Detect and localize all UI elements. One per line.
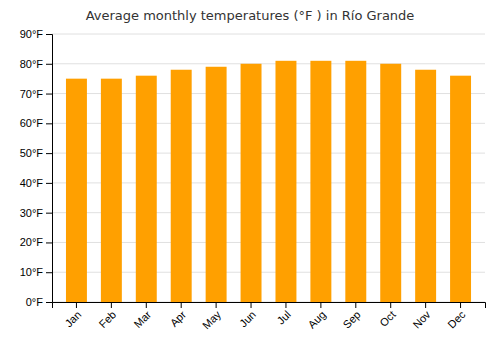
x-tick-mark xyxy=(181,302,182,308)
y-tick: 10°F xyxy=(20,266,52,278)
y-tick-label: 80°F xyxy=(20,58,44,70)
grid-line xyxy=(52,63,485,64)
x-tick: Mar xyxy=(131,302,153,330)
bar xyxy=(310,61,331,302)
x-tick-mark xyxy=(111,302,112,308)
chart: Jan Feb Mar Apr May Jun Jul Aug Sep Oct Nov Dec 0°F 1… xyxy=(0,0,500,350)
x-tick: Apr xyxy=(168,302,189,329)
grid-line xyxy=(52,34,485,35)
bars xyxy=(66,61,471,302)
x-tick-mark xyxy=(285,302,286,308)
bar xyxy=(241,64,262,302)
y-tick-label: 30°F xyxy=(20,207,44,219)
x-tick-mark xyxy=(460,302,461,308)
y-tick: 30°F xyxy=(20,207,52,219)
y-tick-label: 0°F xyxy=(26,296,44,308)
x-tick-label: May xyxy=(200,308,224,332)
y-tick-mark xyxy=(46,213,52,214)
x-tick-mark xyxy=(390,302,391,308)
bar xyxy=(206,67,227,302)
y-tick-mark xyxy=(46,242,52,243)
x-axis: Jan Feb Mar Apr May Jun Jul Aug Sep Oct Nov Dec xyxy=(53,302,486,331)
y-tick-mark xyxy=(46,272,52,273)
y-tick: 20°F xyxy=(20,236,52,248)
plot: Jan Feb Mar Apr May Jun Jul Aug Sep Oct Nov Dec 0°F 1… xyxy=(20,28,486,331)
x-tick-label: Jun xyxy=(237,308,258,329)
x-tick-label: Sep xyxy=(340,308,362,330)
x-tick: Jan xyxy=(62,302,83,329)
x-tick-mark xyxy=(355,302,356,308)
x-tick: Jun xyxy=(237,302,258,329)
y-tick-mark xyxy=(46,94,52,95)
x-tick: Feb xyxy=(96,302,118,330)
x-tick: Oct xyxy=(377,302,398,329)
x-tick-mark xyxy=(76,302,77,308)
bar xyxy=(345,61,366,302)
x-tick-label: Jan xyxy=(62,308,83,329)
y-tick-label: 60°F xyxy=(20,117,44,129)
x-tick-label: Apr xyxy=(168,308,189,329)
y-tick-label: 50°F xyxy=(20,147,44,159)
y-tick-label: 90°F xyxy=(20,28,44,40)
bar xyxy=(275,61,296,302)
x-tick: Nov xyxy=(410,302,433,331)
x-tick: Aug xyxy=(306,302,328,331)
x-tick: Dec xyxy=(445,302,468,331)
x-tick-label: Nov xyxy=(410,308,433,331)
y-tick-label: 10°F xyxy=(20,266,44,278)
x-axis-line xyxy=(53,303,486,309)
bar xyxy=(380,64,401,302)
x-tick-mark xyxy=(146,302,147,308)
y-tick: 60°F xyxy=(20,117,52,129)
y-tick-mark xyxy=(46,64,52,65)
y-axis-line xyxy=(46,35,53,303)
bar xyxy=(136,76,157,302)
y-tick: 0°F xyxy=(26,296,52,308)
y-tick-label: 40°F xyxy=(20,177,44,189)
grid xyxy=(52,34,485,302)
bar xyxy=(101,79,122,302)
bar xyxy=(66,79,87,302)
y-tick-mark xyxy=(46,153,52,154)
y-tick: 90°F xyxy=(20,28,52,40)
x-tick-mark xyxy=(251,302,252,308)
x-tick-label: Dec xyxy=(445,308,468,331)
title: Average monthly temperatures (°F ) in Rí… xyxy=(86,8,415,23)
x-tick-label: Mar xyxy=(131,308,153,330)
x-tick-label: Oct xyxy=(377,308,398,329)
y-tick: 50°F xyxy=(20,147,52,159)
y-tick-mark xyxy=(46,34,52,35)
x-tick-label: Aug xyxy=(306,308,328,330)
y-tick: 40°F xyxy=(20,177,52,189)
y-tick-label: 20°F xyxy=(20,236,44,248)
bar xyxy=(415,70,436,302)
x-tick-mark xyxy=(425,302,426,308)
y-tick: 80°F xyxy=(20,58,52,70)
x-tick: Jul xyxy=(275,302,293,327)
x-tick-mark xyxy=(216,302,217,308)
y-tick-mark xyxy=(46,123,52,124)
bar xyxy=(450,76,471,302)
y-tick-label: 70°F xyxy=(20,88,44,100)
x-tick: Sep xyxy=(340,302,362,331)
y-axis: 0°F 10°F 20°F 30°F 40°F 50°F 60°F 70°F 80°F 90°F xyxy=(20,28,53,308)
y-tick-mark xyxy=(46,302,52,303)
x-tick-label: Jul xyxy=(275,308,293,326)
bar xyxy=(171,70,192,302)
y-tick: 70°F xyxy=(20,88,52,100)
x-tick-label: Feb xyxy=(96,308,118,330)
x-tick: May xyxy=(200,302,224,331)
y-tick-mark xyxy=(46,183,52,184)
x-tick-mark xyxy=(320,302,321,308)
